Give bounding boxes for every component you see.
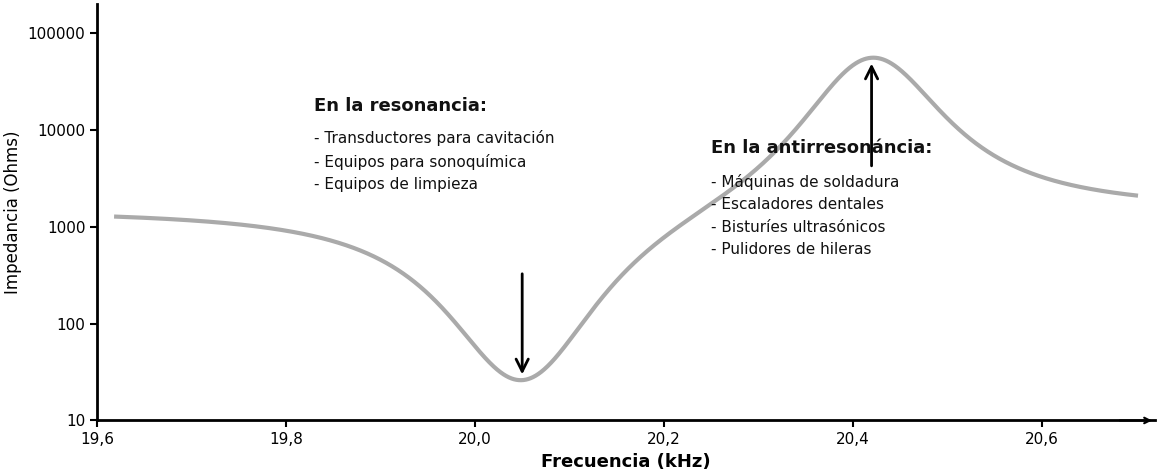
Text: - Máquinas de soldadura
- Escaladores dentales
- Bisturíes ultrasónicos
- Pulido: - Máquinas de soldadura - Escaladores de… [710, 174, 899, 257]
Text: En la antirresonáncia:: En la antirresonáncia: [710, 140, 932, 158]
Text: - Transductores para cavitación
- Equipos para sonoquímica
- Equipos de limpieza: - Transductores para cavitación - Equipo… [314, 130, 555, 192]
Text: En la resonancia:: En la resonancia: [314, 97, 488, 115]
X-axis label: Frecuencia (kHz): Frecuencia (kHz) [541, 453, 710, 471]
Y-axis label: Impedancia (Ohms): Impedancia (Ohms) [5, 131, 22, 294]
